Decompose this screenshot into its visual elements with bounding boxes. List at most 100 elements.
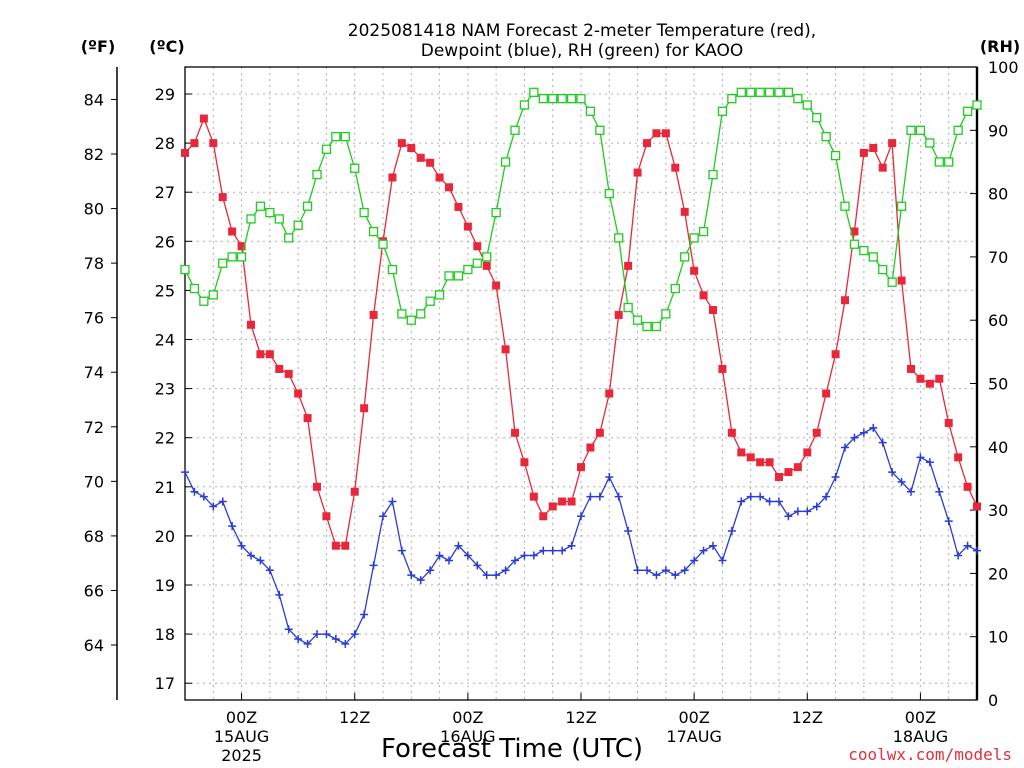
rh-point [321, 144, 332, 154]
celsius-tick-label: 24 [155, 331, 175, 350]
rh-tick-label: 10 [988, 628, 1008, 647]
temperature-point [869, 144, 878, 153]
rh-point [416, 309, 426, 319]
dewpoint-point [680, 566, 689, 575]
temperature-point [765, 458, 774, 467]
dewpoint-point [944, 517, 953, 526]
rh-point [406, 315, 416, 325]
rh-point [764, 87, 775, 97]
rh-tick-label: 40 [988, 438, 1008, 457]
rh-point [529, 87, 539, 97]
dewpoint-point [605, 472, 614, 481]
dewpoint-point [492, 571, 501, 580]
rh-point [265, 207, 275, 218]
rh-point [878, 264, 888, 275]
temperature-point [331, 541, 340, 550]
temperature-point [360, 404, 369, 413]
dewpoint-point [822, 492, 831, 501]
temperature-point [803, 448, 812, 457]
dewpoint-point [624, 526, 633, 535]
rh-point [293, 220, 303, 230]
rh-point [453, 271, 464, 281]
dewpoint-point [181, 468, 189, 477]
dewpoint-point [303, 639, 312, 648]
rh-point [868, 252, 878, 262]
x-tick-label: 12Z [792, 708, 823, 727]
rh-point [199, 296, 209, 306]
temperature-point [897, 276, 906, 285]
rh-point [340, 131, 350, 142]
dewpoint-point [511, 556, 519, 565]
rh-point [397, 309, 407, 319]
temperature-point [567, 497, 576, 506]
rh-point [425, 296, 435, 306]
celsius-tick-label: 26 [155, 232, 175, 251]
x-tick-label: 00Z [678, 708, 709, 727]
dewpoint-point [331, 635, 340, 644]
rh-point [359, 207, 369, 218]
rh-point [708, 169, 718, 180]
rh-point [236, 252, 247, 262]
rh-point [227, 252, 237, 262]
x-tick-label: 12Z [339, 708, 370, 727]
dewpoint-point [237, 541, 246, 550]
axes [111, 66, 979, 701]
dewpoint-point [275, 590, 284, 599]
dewpoint-point [878, 438, 887, 447]
temperature-point [256, 350, 265, 359]
celsius-tick-label: 29 [155, 85, 175, 104]
rh-point [189, 283, 200, 294]
temperature-point [643, 139, 651, 148]
rh-point [463, 264, 473, 275]
rh-point [680, 252, 690, 262]
rh-point [840, 201, 850, 211]
dewpoint-point [313, 630, 321, 639]
temperature-point [680, 207, 689, 216]
temperature-point [595, 428, 604, 437]
dewpoint-point [228, 522, 237, 531]
rh-point [774, 87, 784, 97]
rh-point [962, 106, 973, 116]
temperature-point [341, 541, 350, 550]
temperature-point [775, 472, 783, 481]
dewpoint-point [907, 487, 915, 496]
rh-point [651, 321, 662, 332]
rh-point [812, 112, 822, 123]
rh-point [557, 94, 567, 104]
temperature-point [388, 173, 397, 182]
rh-point [972, 100, 982, 110]
fahrenheit-tick-label: 82 [84, 145, 104, 164]
rh-point [717, 106, 728, 116]
chart-title-line2: Dewpoint (blue), RH (green) for KAOO [421, 41, 744, 61]
temperature-point [746, 453, 755, 462]
dewpoint-point [256, 556, 265, 565]
temperature-point [944, 418, 953, 427]
temperature-point [265, 350, 274, 359]
dewpoint-point [539, 546, 548, 555]
rh-tick-label: 90 [988, 121, 1008, 140]
temperature-point [652, 129, 661, 138]
rh-point [255, 201, 266, 211]
temperature-point [473, 242, 482, 251]
rh-tick-label: 100 [988, 58, 1019, 77]
dewpoint-point [661, 566, 670, 575]
temperature-point [322, 512, 331, 521]
temperature-point [463, 222, 472, 231]
dewpoint-point [482, 571, 491, 580]
dewpoint-point [963, 541, 972, 550]
rh-tick-label: 0 [988, 691, 998, 710]
temperature-point [482, 261, 491, 270]
dewpoint-point [416, 576, 425, 585]
celsius-unit-label: (ºC) [149, 37, 184, 56]
fahrenheit-unit-label: (ºF) [81, 37, 116, 56]
temperature-point [397, 139, 406, 148]
dewpoint-point [831, 472, 840, 481]
dewpoint-point [247, 551, 255, 560]
dewpoint-point [897, 477, 906, 486]
temperature-point [954, 453, 963, 462]
rh-point [689, 233, 699, 243]
fahrenheit-tick-label: 78 [84, 254, 104, 273]
dewpoint-point [925, 458, 934, 467]
temperature-point [935, 374, 944, 383]
chart-title-line1: 2025081418 NAM Forecast 2-meter Temperat… [348, 21, 816, 41]
